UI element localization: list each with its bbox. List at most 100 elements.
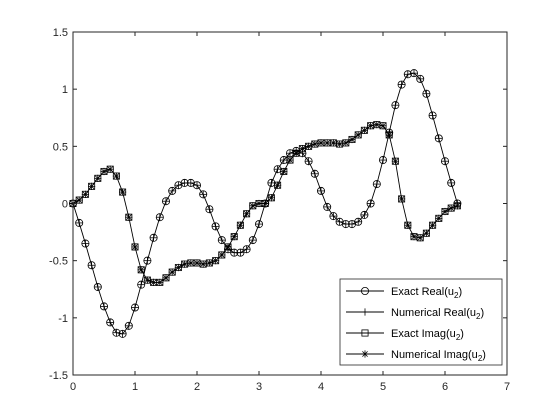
- marker-asterisk: [75, 196, 83, 204]
- marker-shape: [113, 173, 120, 179]
- markers-layer: [69, 69, 462, 338]
- marker-shape: [360, 286, 369, 295]
- marker-shape: [342, 140, 349, 146]
- marker-asterisk: [336, 140, 344, 148]
- marker-plus: [435, 134, 443, 142]
- x-tick-label: 0: [70, 381, 76, 393]
- marker-plus: [373, 180, 381, 188]
- marker-asterisk: [168, 268, 176, 276]
- marker-plus: [360, 211, 368, 219]
- marker-asterisk: [311, 140, 319, 148]
- marker-plus: [429, 111, 437, 120]
- marker-shape: [88, 183, 95, 190]
- y-tick-label: 1: [62, 84, 68, 96]
- legend-label-end: ): [482, 349, 486, 361]
- marker-shape: [429, 222, 436, 229]
- marker-asterisk: [441, 207, 449, 216]
- marker-shape: [138, 266, 145, 273]
- legend-box: [339, 278, 503, 366]
- marker-plus: [391, 101, 399, 109]
- marker-plus: [410, 69, 418, 77]
- legend-label: Exact Real(u2): [391, 286, 462, 300]
- marker-shape: [386, 132, 393, 138]
- marker-plus: [162, 197, 170, 205]
- marker-plus: [317, 187, 325, 195]
- x-tick-label: 1: [132, 381, 138, 393]
- legend-label-subscript: 2: [476, 312, 481, 321]
- marker-plus: [243, 245, 251, 253]
- marker-plus: [199, 190, 207, 198]
- marker-asterisk: [143, 276, 151, 284]
- marker-asterisk: [298, 145, 306, 153]
- marker-asterisk: [205, 259, 213, 267]
- marker-shape: [206, 260, 213, 266]
- marker-asterisk: [125, 213, 133, 221]
- marker-plus: [447, 179, 455, 187]
- marker-shape: [156, 279, 163, 286]
- marker-plus: [348, 220, 356, 228]
- marker-asterisk: [224, 243, 232, 251]
- legend: Exact Real(u2)Numerical Real(u2)Exact Im…: [339, 278, 503, 366]
- marker-shape: [311, 141, 318, 147]
- marker-asterisk: [305, 142, 313, 150]
- marker-shape: [318, 140, 324, 146]
- marker-asterisk: [119, 188, 127, 196]
- y-tick-label: -1: [58, 313, 68, 325]
- marker-shape: [107, 166, 114, 173]
- legend-label-subscript: 2: [478, 354, 483, 363]
- legend-label-end: ): [460, 328, 464, 340]
- marker-asterisk: [422, 229, 430, 237]
- marker-plus: [416, 75, 424, 83]
- marker-square: [361, 329, 369, 337]
- marker-asterisk: [156, 278, 164, 286]
- marker-shape: [212, 257, 219, 264]
- marker-asterisk: [329, 139, 337, 147]
- marker-shape: [101, 168, 107, 175]
- marker-plus: [367, 199, 375, 208]
- legend-label-main: Exact Imag(u: [391, 328, 456, 340]
- marker-plus: [336, 218, 344, 226]
- marker-plus: [81, 239, 89, 248]
- marker-shape: [125, 214, 132, 221]
- marker-plus: [106, 318, 114, 327]
- marker-shape: [361, 329, 369, 337]
- marker-asterisk: [193, 259, 201, 267]
- marker-asterisk: [100, 167, 108, 176]
- marker-plus: [329, 212, 337, 220]
- marker-plus: [119, 330, 127, 338]
- y-tick-label: -0.5: [49, 256, 68, 268]
- y-axis: -1.5 -1 -0.5 0 0.5 1 1.5: [49, 27, 507, 382]
- marker-shape: [299, 145, 306, 152]
- marker-shape: [132, 244, 138, 250]
- marker-shape: [181, 261, 188, 267]
- marker-asterisk: [379, 122, 387, 130]
- marker-shape: [218, 252, 225, 258]
- marker-shape: [82, 191, 89, 198]
- marker-shape: [362, 351, 368, 357]
- marker-plus: [193, 181, 201, 189]
- marker-asterisk: [150, 278, 158, 286]
- y-tick-label: 0.5: [53, 141, 68, 153]
- marker-shape: [169, 269, 176, 275]
- marker-shape: [355, 132, 362, 138]
- marker-shape: [231, 233, 238, 240]
- y-tick-label: 1.5: [53, 27, 68, 39]
- marker-plus: [280, 156, 288, 164]
- marker-shape: [448, 205, 455, 211]
- marker-plus: [131, 303, 139, 312]
- marker-circle: [360, 286, 369, 295]
- marker-shape: [361, 127, 368, 134]
- legend-label-main: Numerical Real(u: [391, 307, 476, 319]
- marker-asterisk: [398, 195, 406, 203]
- marker-shape: [163, 274, 169, 281]
- marker-shape: [367, 122, 374, 129]
- legend-label-subscript: 2: [456, 333, 461, 342]
- marker-plus: [150, 234, 158, 242]
- marker-plus: [441, 157, 449, 165]
- marker-plus: [125, 322, 133, 330]
- marker-asterisk: [317, 139, 325, 147]
- marker-shape: [330, 140, 337, 146]
- marker-shape: [324, 140, 331, 146]
- marker-asterisk: [367, 122, 375, 130]
